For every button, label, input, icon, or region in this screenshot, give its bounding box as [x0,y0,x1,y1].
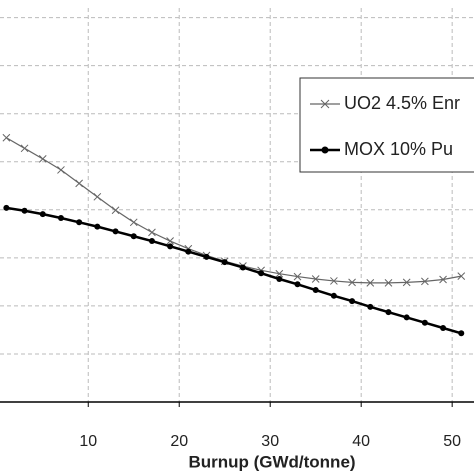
x-tick-label: 10 [79,433,97,450]
x-tick-label: 30 [261,433,279,450]
marker [311,275,320,283]
marker [167,243,174,250]
marker [75,179,84,188]
x-tick-label: 50 [443,433,461,450]
marker [93,192,102,201]
marker [20,144,29,153]
x-axis-label: Burnup (GWd/tonne) [188,452,355,471]
marker [94,223,101,230]
marker [112,228,119,235]
marker [38,155,47,163]
marker [330,292,337,299]
series-line [6,206,462,335]
marker [130,233,137,240]
marker [312,287,319,294]
x-tick-label: 40 [352,433,370,450]
marker [403,314,410,321]
marker [39,211,46,218]
marker [239,264,246,271]
marker [276,275,283,282]
marker [367,303,374,310]
marker [148,238,155,245]
marker [402,278,411,287]
marker [148,228,156,237]
legend-label: UO2 4.5% Enr [344,93,460,113]
marker [3,204,10,211]
marker [348,278,356,287]
x-tick-label: 20 [170,433,188,450]
marker [421,319,428,326]
marker [385,309,392,316]
marker [440,325,447,332]
marker [2,133,11,142]
marker [330,277,338,285]
legend-box [299,77,474,173]
marker [258,270,265,277]
marker [421,277,429,286]
marker [57,214,64,221]
marker [221,259,228,266]
marker [111,206,120,215]
marker [293,272,302,281]
marker [185,248,192,255]
marker [57,166,65,174]
marker [76,219,83,226]
marker [21,207,28,214]
marker [294,281,301,288]
marker [166,237,174,245]
marker [275,269,284,278]
marker [129,218,138,227]
marker [457,272,466,280]
marker [439,275,447,284]
legend-marker [321,146,329,154]
legend-marker [320,99,330,109]
legend-label: MOX 10% Pu [344,139,453,159]
marker [458,330,465,337]
marker [384,278,393,287]
marker [203,253,210,260]
marker [366,278,375,287]
marker [349,298,356,305]
